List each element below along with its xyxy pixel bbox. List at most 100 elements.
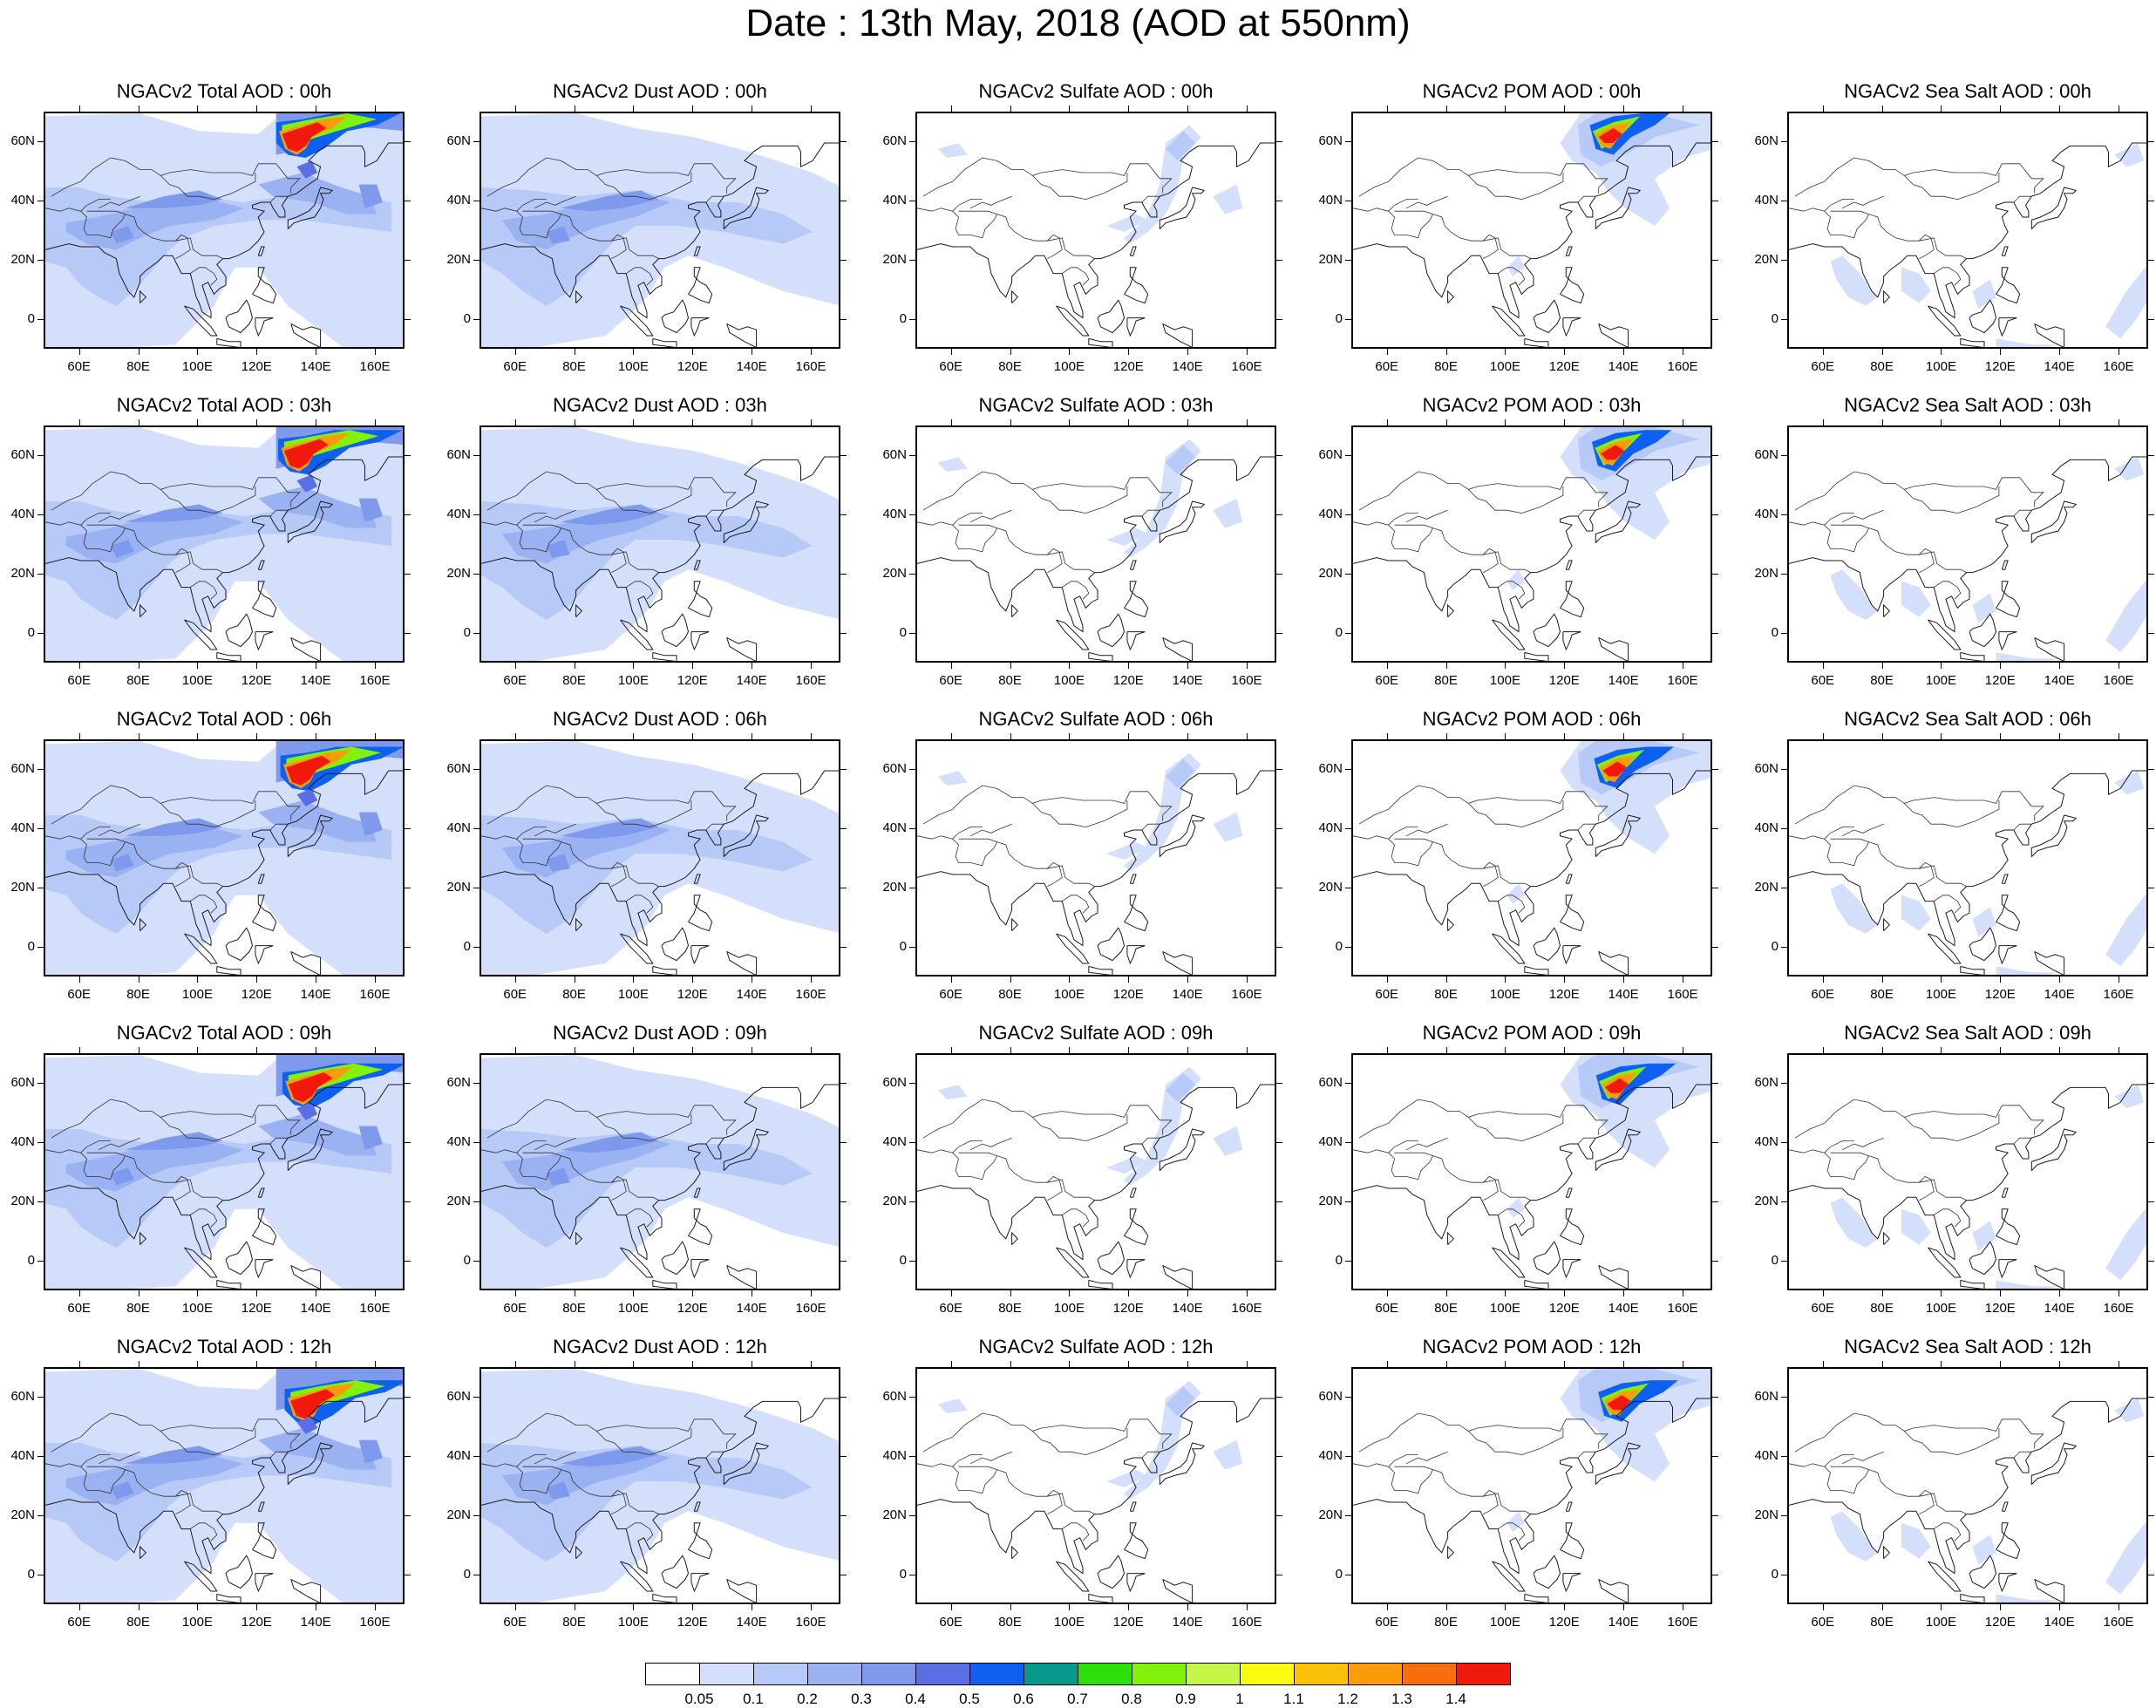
lon-tick-label: 80E (1870, 359, 1894, 374)
coastline (255, 631, 274, 651)
country-border (1577, 509, 1596, 517)
lat-tick-label: 20N (1754, 880, 1779, 895)
lon-tickmark (1564, 1290, 1566, 1296)
lon-tickmark (1822, 349, 1824, 355)
country-border (1468, 1114, 1564, 1142)
aod-plume-level-1 (2114, 457, 2145, 481)
coastline (1998, 631, 2017, 651)
country-border (1353, 208, 1433, 239)
lat-tick-label: 0 (1771, 1567, 1779, 1582)
coastline (1969, 927, 1997, 962)
lon-tickmark (1445, 349, 1447, 355)
country-border (1577, 1137, 1596, 1145)
coastline (1969, 299, 1997, 334)
lon-tickmark (1010, 1290, 1011, 1296)
country-border (705, 823, 724, 831)
lon-tick-label: 140E (1172, 1301, 1203, 1316)
lat-tickmark (840, 1456, 847, 1457)
lat-tickmark (1712, 574, 1718, 575)
country-border (98, 1137, 140, 1151)
country-border (611, 548, 627, 573)
coastline (1562, 1259, 1581, 1279)
coastline (252, 1522, 277, 1560)
lon-tickmark (1187, 105, 1189, 112)
lat-tick-label: 0 (463, 311, 471, 326)
lon-tickmark (1822, 1604, 1824, 1610)
colorbar-label: 0.6 (1013, 1691, 1034, 1707)
lon-tickmark (1069, 419, 1071, 425)
country-border (1394, 1466, 1531, 1514)
colorbar-swatch (1402, 1663, 1457, 1685)
lon-tickmark (1386, 105, 1388, 112)
country-border (958, 210, 1095, 259)
aod-plume-level-1 (1506, 883, 1525, 904)
lon-tickmark (197, 1290, 199, 1296)
lon-tickmark (197, 663, 199, 669)
coastline (1562, 945, 1581, 965)
lon-tick-label: 120E (241, 359, 272, 374)
lat-tick-label: 60N (882, 1075, 907, 1090)
coastline (1159, 187, 1206, 229)
lat-tickmark (405, 633, 411, 634)
lat-tickmark (473, 769, 479, 770)
coastline (688, 267, 713, 304)
aod-plume-level-1 (1506, 255, 1525, 276)
lat-tickmark (1781, 1456, 1787, 1457)
lon-tickmark (633, 976, 635, 983)
country-border (596, 173, 692, 201)
coastline (1124, 267, 1149, 304)
coastline (723, 500, 770, 543)
country-border (80, 1454, 111, 1467)
lat-tick-label: 20N (446, 1507, 471, 1522)
lon-tick-label: 160E (2103, 1301, 2134, 1316)
lon-tickmark (2000, 1361, 2002, 1367)
lon-tick-label: 120E (1548, 1301, 1580, 1316)
lon-tick-label: 60E (67, 1301, 92, 1316)
coastline (723, 1128, 770, 1171)
coastline (1124, 1208, 1149, 1246)
country-border (596, 1114, 692, 1142)
lat-tickmark (37, 1515, 44, 1516)
lon-tickmark (256, 105, 258, 112)
coastline (252, 1208, 277, 1246)
lon-tickmark (1564, 105, 1566, 112)
lon-tickmark (1623, 1361, 1625, 1367)
coastline (726, 1264, 758, 1289)
lat-tickmark (473, 1142, 479, 1143)
lat-tickmark (405, 1456, 411, 1457)
lat-tickmark (1781, 1397, 1787, 1398)
lat-tickmark (1712, 1397, 1718, 1398)
lon-tick-label: 60E (939, 359, 963, 374)
map-frame (44, 1053, 405, 1290)
coastline (1447, 603, 1455, 617)
coastline (1883, 289, 1891, 303)
lon-tickmark (633, 1290, 635, 1296)
coastline (1097, 927, 1126, 962)
lon-tickmark (633, 105, 635, 112)
aod-plume-level-1 (2105, 894, 2146, 967)
country-border (1841, 1451, 1884, 1465)
country-border (1498, 581, 1526, 600)
lon-tick-label: 160E (1231, 1301, 1262, 1316)
coastline (1565, 246, 1573, 256)
country-border (2013, 1451, 2032, 1459)
lon-tick-label: 120E (241, 1301, 272, 1316)
colorbar-label: 0.05 (684, 1691, 714, 1707)
lat-tickmark (840, 947, 847, 948)
lon-tickmark (1069, 105, 1071, 112)
lon-tick-label: 160E (1231, 1615, 1262, 1630)
colorbar-label: 0.4 (905, 1691, 926, 1707)
lon-tick-label: 120E (1112, 1615, 1144, 1630)
country-border (969, 1137, 1012, 1151)
country-border (1388, 199, 1418, 212)
coastline (1129, 874, 1137, 884)
aod-plume-level-15 (1607, 1395, 1631, 1411)
colorbar-label: 0.5 (959, 1691, 980, 1707)
lat-tick-label: 60N (446, 447, 471, 462)
aod-plume-level-1 (1213, 1439, 1243, 1470)
coastline (255, 1573, 274, 1593)
aod-field-map (1789, 1084, 2146, 1289)
coastline (1097, 1241, 1126, 1276)
coastline (1126, 317, 1146, 337)
lon-tickmark (1386, 1604, 1388, 1610)
